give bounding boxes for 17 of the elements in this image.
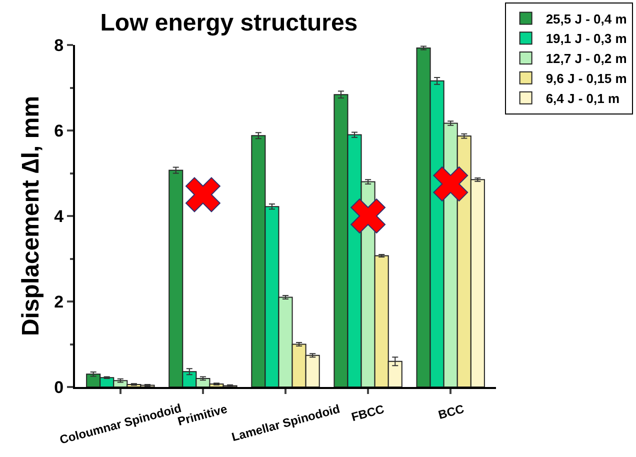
legend-label: 6,4 J - 0,1 m — [546, 90, 620, 106]
y-tick-label: 0 — [54, 378, 64, 397]
x-tick-label: FBCC — [350, 402, 386, 424]
legend-label: 9,6 J - 0,15 m — [546, 71, 627, 86]
chart-title: Low energy structures — [100, 10, 358, 37]
legend-label: 19,1 J - 0,3 m — [546, 31, 627, 46]
y-tick-label: 2 — [54, 292, 64, 312]
y-axis-title: Displacement ∆l, mm — [18, 96, 45, 336]
y-tick-label: 6 — [54, 121, 64, 140]
y-tick-label: 4 — [54, 206, 64, 226]
point — [350, 198, 386, 234]
legend-label: 25,5 J - 0,4 m — [546, 11, 627, 26]
point — [185, 177, 220, 212]
point — [433, 166, 468, 202]
x-tick-label: BCC — [436, 402, 466, 422]
legend-label: 12,7 J - 0,2 m — [546, 51, 627, 66]
y-tick-label: 8 — [54, 36, 64, 55]
